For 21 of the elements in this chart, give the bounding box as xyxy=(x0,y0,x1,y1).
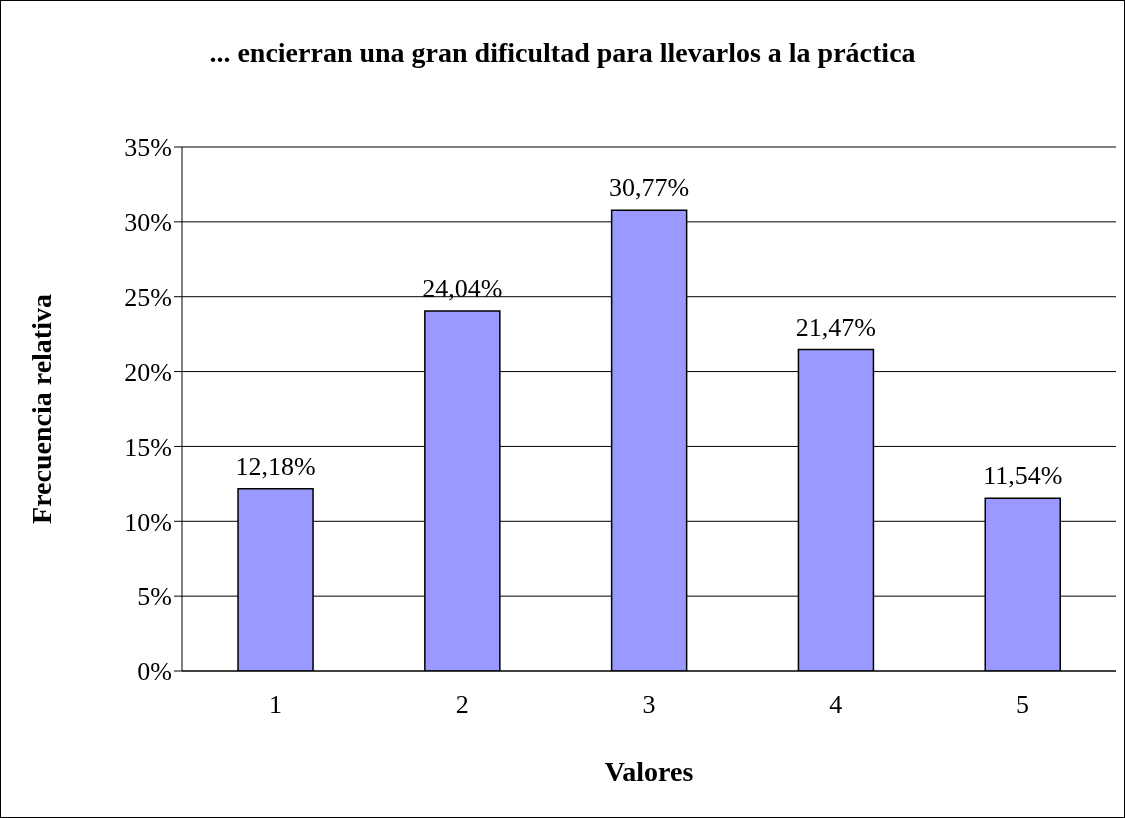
x-tick-label: 4 xyxy=(829,690,843,720)
y-tick-label: 15% xyxy=(124,432,172,462)
x-tick-label: 2 xyxy=(455,690,469,720)
y-tick-label: 10% xyxy=(124,507,172,537)
chart-title: ... encierran una gran dificultad para llevarlos a la práctica xyxy=(208,37,917,69)
x-tick-label: 3 xyxy=(642,690,656,720)
y-tick-label: 0% xyxy=(137,657,172,687)
y-tick-label: 5% xyxy=(137,582,172,612)
y-tick-label: 20% xyxy=(124,357,172,387)
data-label: 30,77% xyxy=(609,173,690,203)
x-axis-title: Valores xyxy=(604,756,694,787)
y-axis-title: Frecuencia relativa xyxy=(25,294,57,524)
y-tick-label: 25% xyxy=(124,282,172,312)
data-label: 21,47% xyxy=(795,312,877,342)
y-tick-label: 30% xyxy=(124,208,172,238)
x-tick-label: 5 xyxy=(1016,690,1030,720)
data-label: 24,04% xyxy=(422,274,503,304)
x-tick-label: 1 xyxy=(268,690,282,720)
data-label: 11,54% xyxy=(983,461,1063,491)
y-tick-label: 35% xyxy=(124,133,172,163)
data-label: 12,18% xyxy=(235,451,316,481)
